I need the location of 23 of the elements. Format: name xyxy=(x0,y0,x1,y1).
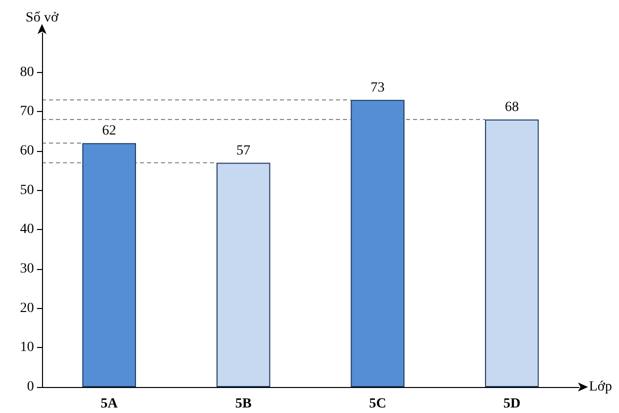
data-label: 68 xyxy=(504,100,519,116)
y-tick-label: 70 xyxy=(20,104,34,120)
data-label: 57 xyxy=(236,143,250,158)
y-tick-label: 0 xyxy=(27,380,34,394)
y-tick-label: 40 xyxy=(20,222,34,238)
x-tick-label: 5A xyxy=(100,396,119,412)
x-tick-label: 5C xyxy=(369,396,386,412)
x-tick-label: 5B xyxy=(235,396,252,412)
y-tick-label: 20 xyxy=(20,300,34,316)
y-tick-label: 10 xyxy=(20,340,34,356)
bar xyxy=(82,143,136,387)
data-label: 62 xyxy=(102,124,116,139)
x-tick-label: 5D xyxy=(503,396,520,412)
bar xyxy=(350,100,404,387)
y-axis-title: Số vở xyxy=(26,10,59,26)
y-tick-label: 80 xyxy=(20,64,34,80)
x-axis-title: Lớp xyxy=(589,380,612,394)
y-tick-label: 50 xyxy=(20,182,34,198)
data-label: 73 xyxy=(370,80,385,96)
bar xyxy=(485,120,539,387)
y-tick-label: 60 xyxy=(20,144,34,158)
y-tick-label: 30 xyxy=(20,262,34,276)
bar xyxy=(216,162,270,387)
